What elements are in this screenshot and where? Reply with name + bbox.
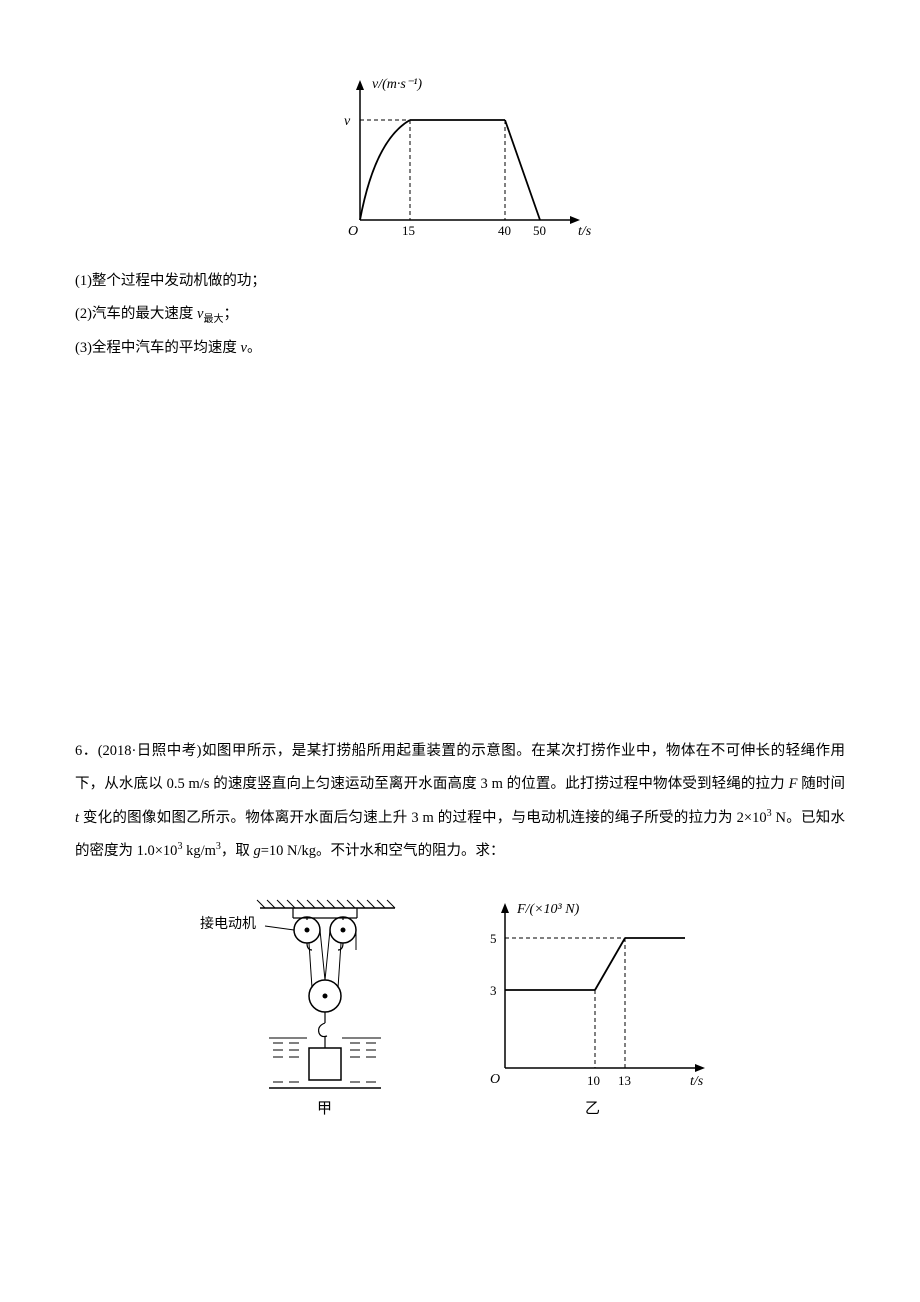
p6-l1: 如图甲所示，是某打捞船所用起重装置的示意图。在某次打捞作业中，物体在不可 (202, 743, 741, 759)
y-axis-label: v/(m·s⁻¹) (372, 77, 422, 92)
x-tick-40: 40 (498, 223, 511, 238)
origin-label: O (348, 224, 358, 239)
motor-label: 接电动机 (200, 915, 256, 932)
yi-label: 乙 (585, 1101, 600, 1117)
jia-label: 甲 (317, 1101, 332, 1117)
problem-6: 6．(2018·日照中考)如图甲所示，是某打捞船所用起重装置的示意图。在某次打捞… (75, 735, 845, 868)
p6-l3c: 变化的图像如图乙所示。物体离开水面后匀速上升 3 m 的过程中，与电 (79, 810, 541, 826)
p6-l4c: kg/m (182, 843, 215, 859)
y-tick-v: v (344, 114, 351, 129)
p6-source: (2018·日照中考) (98, 743, 202, 759)
p6-l5: 的阻力。求： (418, 843, 505, 859)
chart2-origin: O (490, 1072, 500, 1087)
question-1: (1)整个过程中发动机做的功； (75, 265, 845, 298)
q3-suffix: 。 (247, 340, 262, 356)
chart2-ytick-3: 3 (490, 983, 497, 998)
q3-prefix: (3)全程中汽车的平均速度 (75, 340, 241, 356)
q2-suffix: ； (223, 306, 238, 322)
chart2-ytick-5: 5 (490, 931, 497, 946)
x-axis-label: t/s (578, 224, 592, 239)
p6-g: g (254, 843, 261, 859)
question-2: (2)汽车的最大速度 v最大； (75, 298, 845, 331)
chart2-x-label: t/s (690, 1074, 704, 1089)
pulley-diagram: 接电动机 (195, 888, 405, 1128)
question-3: (3)全程中汽车的平均速度 v。 (75, 332, 845, 365)
p6-l4e: =10 N/kg。不计水和空气 (261, 843, 418, 859)
q2-sub: 最大 (203, 314, 223, 325)
spacer (75, 365, 845, 735)
diagram-row: 接电动机 (75, 888, 845, 1128)
x-tick-50: 50 (533, 223, 546, 238)
p6-l3b: 随时间 (797, 776, 845, 792)
p6-l4d: ，取 (221, 843, 254, 859)
p6-l3a: 中物体受到轻绳的拉力 (638, 776, 788, 792)
velocity-time-chart: v/(m·s⁻¹) t/s O v 15 40 50 (75, 70, 845, 240)
force-time-chart: F/(×10³ N) t/s O 3 5 10 13 乙 (465, 888, 725, 1128)
x-tick-15: 15 (402, 223, 415, 238)
chart2-xtick-13: 13 (618, 1073, 631, 1088)
chart2-xtick-10: 10 (587, 1073, 600, 1088)
q2-prefix: (2)汽车的最大速度 (75, 306, 197, 322)
p6-l4a: 动机连接的绳子所受的拉力为 2×10 (541, 810, 767, 826)
chart2-y-label: F/(×10³ N) (516, 902, 580, 917)
p6-number: 6． (75, 743, 98, 759)
